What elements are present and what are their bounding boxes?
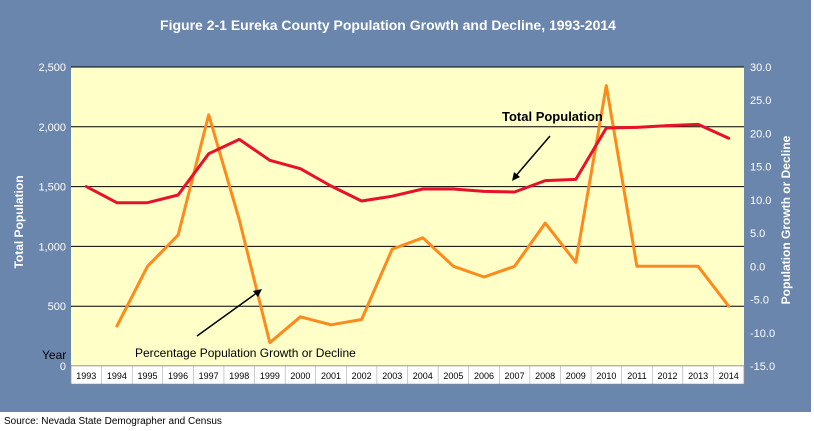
x-tick-label: 1999 [260,371,280,381]
y-right-axis-label: Population Growth or Decline [779,135,793,304]
annotation-arrow-percentage [196,291,259,337]
annotation-arrowhead-total [512,172,520,181]
y-left-tick-label: 2,000 [38,122,66,134]
y-left-tick-label: 1,500 [38,182,66,194]
x-tick-label: 2010 [596,371,616,381]
y-left-tick-label: 1,000 [38,241,66,253]
x-tick-label: 2001 [321,371,341,381]
y-right-tick-label: 5.0 [750,228,765,240]
y-left-tick-label: 500 [48,301,66,313]
x-tick-label: 2005 [443,371,463,381]
series-line-total-population [84,122,731,205]
y-right-tick-label: -5.0 [750,295,769,307]
x-tick-label: 2007 [505,371,525,381]
y-left-tick-label: 2,500 [38,62,66,74]
y-right-tick-label: 30.0 [750,62,771,74]
y-right-tick-label: 20.0 [750,128,771,140]
y-right-tick-labels: -15.0 -10.0 -5.0 0.0 5.0 10.0 15.0 20.0 25.0 30.0 [750,62,775,373]
x-tick-label: 2014 [719,371,739,381]
x-tick-label: 2004 [413,371,433,381]
y-right-tick-label: -15.0 [750,361,775,373]
x-tick-label: 1995 [137,371,157,381]
x-tick-label: 2011 [627,371,646,381]
x-tick-labels: 1993 1994 1995 1996 1997 1998 1999 2000 2001 2002… [70,365,745,385]
annotation-arrow-total [513,135,551,179]
annotation-percentage-growth: Percentage Population Growth or Decline [135,346,356,360]
x-tick-label: 2012 [658,371,678,381]
x-tick-label: 1993 [76,371,96,381]
y-right-tick-label: 10.0 [750,195,771,207]
y-right-tick-label: 0.0 [750,261,765,273]
y-left-tick-labels: 0 500 1,000 1,500 2,000 2,500 [38,62,66,373]
chart-title: Figure 2-1 Eureka County Population Grow… [160,17,616,33]
x-axis-label: Year [42,348,66,362]
chart-svg: Figure 2-1 Eureka County Population Grow… [12,17,793,385]
annotation-arrowhead-percentage [253,289,262,297]
y-left-tick-label: 0 [60,361,66,373]
y-right-tick-label: 15.0 [750,162,771,174]
x-tick-label: 2009 [566,371,586,381]
x-tick-label: 1994 [107,371,127,381]
x-tick-label: 2003 [382,371,402,381]
y-right-tick-label: 25.0 [750,95,771,107]
x-tick-label: 2013 [688,371,708,381]
series-lines [84,84,731,345]
annotation-total-population: Total Population [502,109,603,124]
plot-area [71,67,744,366]
x-tick-label: 1998 [229,371,249,381]
x-tick-label: 2000 [290,371,310,381]
source-note: Source: Nevada State Demographer and Cen… [4,416,222,427]
x-tick-label: 1997 [199,371,219,381]
x-tick-label: 2002 [352,371,372,381]
y-left-axis-label: Total Population [12,175,26,268]
x-tick-label: 2008 [535,371,555,381]
x-tick-label: 1996 [168,371,188,381]
x-tick-label: 2006 [474,371,494,381]
y-right-tick-label: -10.0 [750,328,775,340]
